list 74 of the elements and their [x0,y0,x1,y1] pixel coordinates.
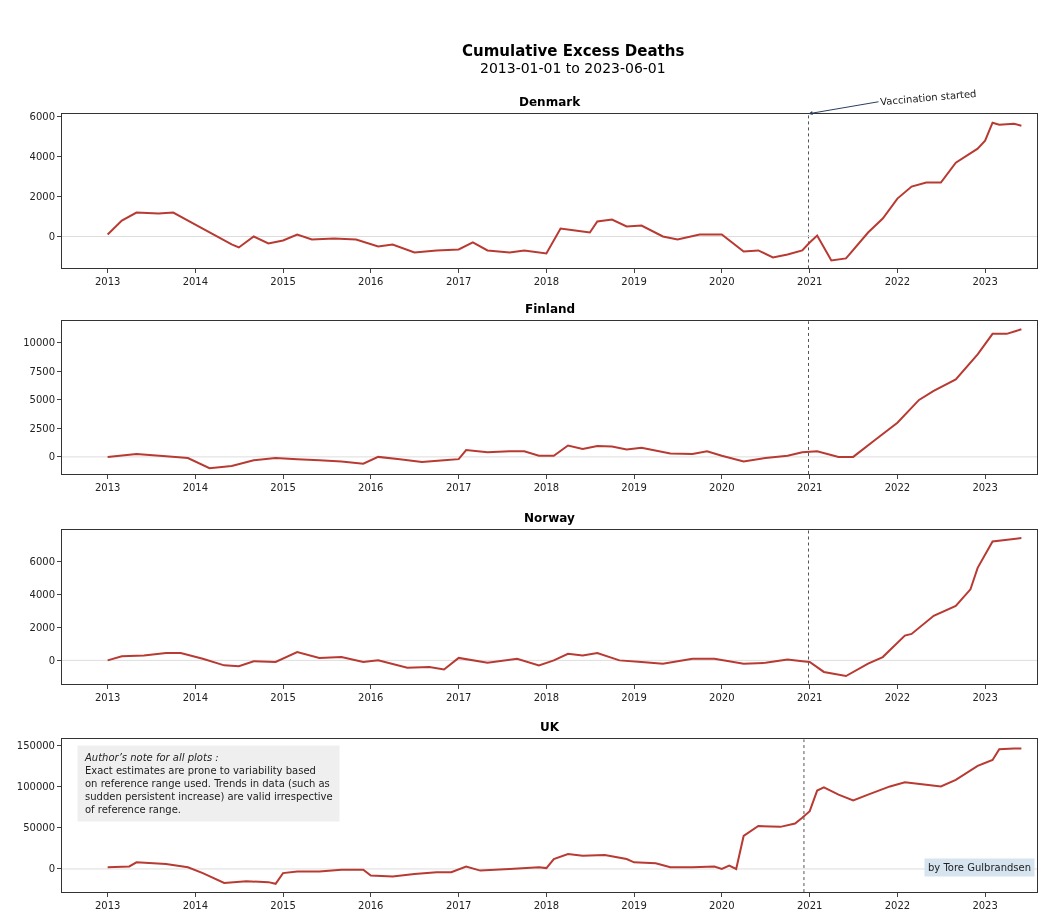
x-tick-label: 2014 [182,900,209,912]
chart-title: Norway [524,511,576,525]
x-tick-label: 2020 [709,481,735,493]
x-tick-label: 2013 [94,481,121,493]
x-tick-label: 2018 [533,691,560,703]
x-tick-label: 2013 [94,900,121,912]
x-tick-label: 2015 [270,481,296,493]
annotation: Exact estimates are prone to variability based on reference range used. Trends in data (such as sudden persistent increase) are valid irrespective of reference range. [85,765,333,815]
x-tick-label: 2022 [884,691,911,703]
y-tick-label: 4000 [29,151,55,163]
y-tick-label: 0 [48,654,55,666]
y-tick-label: 0 [48,451,55,463]
x-tick-label: 2017 [445,481,472,493]
x-tick-label: 2014 [182,691,209,703]
x-tick-label: 2016 [358,691,384,703]
x-tick-label: 2023 [972,691,998,703]
y-tick-label: 2500 [29,422,55,434]
x-tick-label: 2020 [709,900,735,912]
x-tick-label: 2017 [445,276,472,288]
chart-title: UK [540,720,560,734]
x-tick-label: 2015 [270,691,296,703]
x-tick-label: 2019 [621,900,647,912]
x-tick-label: 2023 [972,481,998,493]
y-tick-label: 6000 [29,111,55,123]
y-tick-label: 100000 [16,780,55,792]
x-tick-label: 2023 [972,900,998,912]
y-tick-label: 0 [48,230,55,242]
y-tick-label: 0 [48,863,55,875]
y-tick-label: 10000 [23,337,55,349]
x-tick-label: 2022 [884,481,911,493]
y-tick-label: 2000 [29,621,55,633]
x-tick-label: 2015 [270,276,296,288]
x-tick-label: 2021 [796,481,823,493]
annotation: Vaccination started [879,87,977,108]
line-series [106,121,1023,262]
x-tick-label: 2013 [94,691,121,703]
x-tick-label: 2021 [796,900,823,912]
chart-title: Denmark [519,95,582,109]
x-tick-label: 2018 [533,900,560,912]
x-tick-label: 2021 [796,691,823,703]
x-tick-label: 2019 [621,691,647,703]
x-tick-label: 2022 [884,276,911,288]
line-series [106,537,1023,678]
x-tick-label: 2018 [533,481,560,493]
annotation: Author’s note for all plots : [84,752,219,763]
y-tick-label: 4000 [29,588,55,600]
x-tick-label: 2022 [884,900,911,912]
x-tick-label: 2017 [445,900,472,912]
x-tick-label: 2014 [182,276,209,288]
x-tick-label: 2016 [358,900,384,912]
annotation: by Tore Gulbrandsen [928,862,1032,873]
y-tick-label: 2000 [29,191,55,203]
x-tick-label: 2013 [94,276,121,288]
x-tick-label: 2015 [270,900,296,912]
x-tick-label: 2020 [709,276,735,288]
x-tick-label: 2023 [972,276,998,288]
y-tick-label: 6000 [29,555,55,567]
x-tick-label: 2020 [709,691,735,703]
x-tick-label: 2021 [796,276,823,288]
x-tick-label: 2016 [358,276,384,288]
y-tick-label: 5000 [29,394,55,406]
x-tick-label: 2014 [182,481,209,493]
x-tick-label: 2016 [358,481,384,493]
x-tick-label: 2018 [533,276,560,288]
x-tick-label: 2019 [621,276,647,288]
text: 2013-01-01 to 2023-06-01 [480,60,666,76]
y-tick-label: 50000 [23,822,55,834]
line-series [106,328,1023,470]
text: Cumulative Excess Deaths [462,42,685,60]
x-tick-label: 2019 [621,481,647,493]
chart-title: Finland [525,302,576,316]
y-tick-label: 150000 [16,739,55,751]
x-tick-label: 2017 [445,691,472,703]
y-tick-label: 7500 [29,365,55,377]
